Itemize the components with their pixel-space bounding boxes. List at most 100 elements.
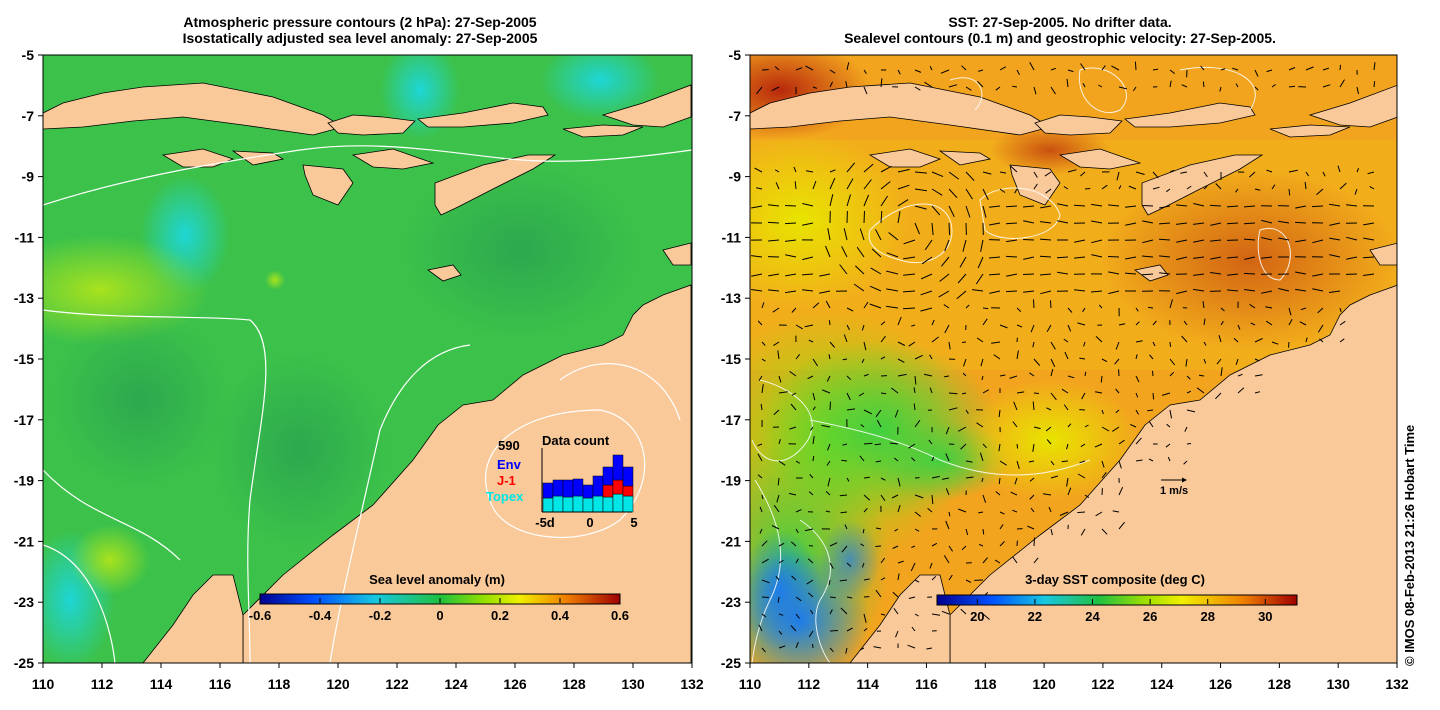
velocity-vector (869, 303, 882, 309)
velocity-vector (1322, 171, 1326, 177)
velocity-vector (1129, 423, 1137, 428)
pressure-contours (43, 145, 692, 663)
velocity-vector (1220, 68, 1226, 71)
sea-level-contour (799, 519, 831, 663)
velocity-vector (1118, 323, 1126, 326)
velocity-vector (1254, 358, 1260, 362)
velocity-vector (1016, 443, 1019, 449)
velocity-vector (965, 460, 973, 463)
lat-tick-label: -15 (14, 351, 34, 367)
sea-level-contour (1257, 227, 1291, 281)
lon-tick-label: 124 (1150, 676, 1174, 692)
legend-env: Env (497, 457, 522, 472)
velocity-vector (825, 510, 831, 513)
lat-tick-label: -9 (22, 169, 35, 185)
velocity-vector (1271, 341, 1279, 345)
velocity-vector (1210, 272, 1222, 275)
colorbar-tick-label: 28 (1200, 609, 1214, 624)
velocity-vector (843, 334, 848, 343)
velocity-vector (761, 358, 766, 362)
velocity-vector (1074, 256, 1086, 259)
velocity-vector (794, 181, 797, 190)
velocity-vector (1067, 307, 1073, 313)
velocity-vector (998, 443, 1001, 452)
lat-tick-label: -9 (729, 169, 742, 185)
velocity-vector (859, 228, 865, 241)
count-tick-2: 5 (630, 515, 637, 530)
velocity-vector (773, 504, 780, 513)
lat-tick-label: -15 (721, 351, 741, 367)
velocity-vector (1254, 374, 1263, 377)
lat-tick-label: -19 (721, 473, 741, 489)
velocity-vector (943, 304, 950, 309)
velocity-vector (841, 246, 848, 258)
velocity-vector (977, 256, 984, 269)
count-bar-segment (552, 495, 564, 513)
velocity-vector (965, 476, 974, 479)
velocity-vector (886, 288, 899, 292)
velocity-vector (751, 273, 763, 277)
velocity-vector (893, 457, 899, 462)
velocity-vector (929, 65, 933, 71)
velocity-vector (1203, 318, 1206, 326)
land-polygon (1124, 102, 1256, 128)
velocity-vector (1080, 528, 1086, 536)
velocity-vector (1135, 340, 1143, 343)
velocity-vector (926, 647, 933, 650)
velocity-vector (1005, 255, 1018, 258)
lon-tick-label: 110 (739, 676, 762, 692)
velocity-vector (1226, 222, 1239, 225)
velocity-vector (869, 285, 882, 292)
count-bar-segment (562, 496, 574, 513)
colorbar-tick-label: 26 (1143, 609, 1157, 624)
velocity-vector (956, 290, 967, 300)
velocity-vector (778, 375, 782, 383)
velocity-vector (948, 511, 951, 517)
velocity-vector (1278, 220, 1290, 224)
land-polygon (351, 148, 435, 170)
velocity-vector (760, 403, 763, 411)
velocity-vector (761, 596, 769, 598)
velocity-vector (845, 81, 848, 88)
data-count-total: 590 (498, 438, 520, 453)
velocity-vector (1016, 391, 1025, 394)
velocity-vector (1278, 237, 1290, 241)
velocity-vector (778, 613, 784, 616)
velocity-vector (1166, 188, 1171, 193)
velocity-vector (1226, 256, 1239, 259)
velocity-vector (846, 562, 852, 567)
velocity-vector (1107, 256, 1120, 258)
velocity-vector (961, 65, 967, 71)
velocity-vector (863, 409, 873, 415)
velocity-vector (771, 86, 780, 92)
velocity-vector (771, 525, 780, 530)
data-count-bars (542, 454, 634, 513)
lat-tick-label: -11 (15, 229, 35, 245)
velocity-vector (913, 387, 916, 394)
land-polygon (949, 284, 1397, 663)
velocity-vector (1304, 181, 1307, 190)
velocity-vector (1050, 341, 1056, 350)
velocity-vector (1091, 239, 1103, 244)
velocity-vector (897, 168, 910, 173)
velocity-vector (1101, 409, 1104, 415)
velocity-vector (948, 205, 955, 218)
velocity-vector (1056, 256, 1069, 259)
velocity-vector (1203, 185, 1208, 190)
velocity-vector (995, 86, 1001, 91)
velocity-vector (1254, 188, 1261, 191)
velocity-vector (886, 305, 899, 309)
velocity-vector (757, 453, 763, 462)
velocity-vector (895, 630, 899, 638)
velocity-vector (1084, 424, 1089, 428)
velocity-vector (1148, 420, 1154, 428)
velocity-vector (795, 509, 802, 513)
velocity-vector (1167, 456, 1171, 462)
velocity-vector (1329, 203, 1341, 207)
velocity-vector (1082, 307, 1086, 313)
velocity-vector (1135, 392, 1139, 398)
velocity-vector (1010, 491, 1018, 496)
velocity-vector (1249, 303, 1256, 309)
velocity-vector (863, 627, 868, 632)
